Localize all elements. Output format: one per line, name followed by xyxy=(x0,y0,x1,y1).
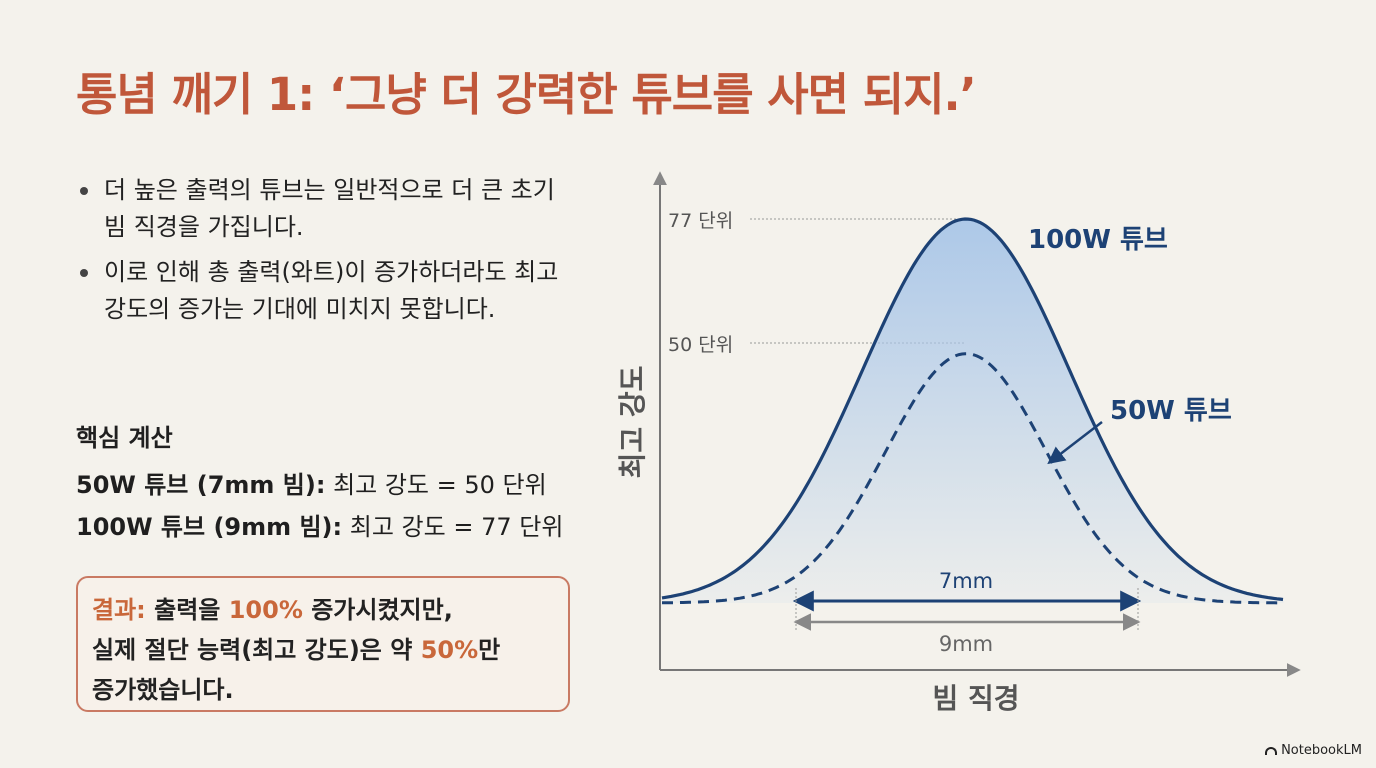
result-line-3: 증가했습니다. xyxy=(92,676,234,704)
result-box: 결과: 출력을 100% 증가시켰지만, 실제 절단 능력(최고 강도)은 약 … xyxy=(76,576,570,712)
result-text: 실제 절단 능력(최고 강도)은 약 xyxy=(92,636,421,664)
bullet-list: 더 높은 출력의 튜브는 일반적으로 더 큰 초기 빔 직경을 가집니다. 이로… xyxy=(76,172,576,336)
x-axis-label: 빔 직경 xyxy=(932,682,1019,715)
curve-100w xyxy=(661,217,1284,602)
calc-line-50w: 50W 튜브 (7mm 빔): 최고 강도 = 50 단위 xyxy=(76,465,547,500)
curve-50w xyxy=(662,352,1283,605)
result-pct-50: 50% xyxy=(420,636,479,664)
bullet-dot-icon xyxy=(80,269,88,277)
bullet-item: 더 높은 출력의 튜브는 일반적으로 더 큰 초기 빔 직경을 가집니다. xyxy=(76,172,576,246)
beam-intensity-chart: 77 단위 50 단위 100W 튜브 50W 튜브 7mm 9mm 최고 강도… xyxy=(616,171,1301,715)
bullet-text: 이로 인해 총 출력(와트)이 증가하더라도 최고 강도의 증가는 기대에 미치… xyxy=(104,258,559,323)
result-text: 증가시켰지만, xyxy=(302,596,453,624)
result-text: 출력을 xyxy=(145,596,229,624)
width-label-9mm: 9mm xyxy=(939,632,993,656)
area-100w xyxy=(662,219,1284,603)
calc-line-label: 100W 튜브 (9mm 빔): xyxy=(76,513,343,541)
bullet-dot-icon xyxy=(80,187,88,195)
calc-line-label: 50W 튜브 (7mm 빔): xyxy=(76,471,326,499)
pointer-arrow xyxy=(1047,421,1103,465)
notebooklm-mark-icon xyxy=(1265,746,1278,755)
page-title: 통념 깨기 1: ‘그냥 더 강력한 튜브를 사면 되지.’ xyxy=(76,68,977,121)
result-label: 결과: xyxy=(92,596,146,624)
calc-line-100w: 100W 튜브 (9mm 빔): 최고 강도 = 77 단위 xyxy=(76,507,563,542)
logo-text: NotebookLM xyxy=(1281,743,1362,758)
series-label-50w: 50W 튜브 xyxy=(1110,396,1232,426)
y-axis-label: 최고 강도 xyxy=(616,366,649,479)
result-line-1: 결과: 출력을 100% 증가시켰지만, xyxy=(92,590,554,630)
result-pct-100: 100% xyxy=(228,596,303,624)
calc-line-value: 최고 강도 = 50 단위 xyxy=(325,471,547,499)
result-text: 만 xyxy=(478,636,501,664)
ref-label-77: 77 단위 xyxy=(668,210,733,232)
notebooklm-logo: NotebookLM xyxy=(1265,743,1362,758)
ref-label-50: 50 단위 xyxy=(668,334,733,356)
bullet-item: 이로 인해 총 출력(와트)이 증가하더라도 최고 강도의 증가는 기대에 미치… xyxy=(76,254,576,328)
result-line-2: 실제 절단 능력(최고 강도)은 약 50%만 xyxy=(92,630,554,670)
calc-line-value: 최고 강도 = 77 단위 xyxy=(342,513,564,541)
calc-heading: 핵심 계산 xyxy=(76,424,173,452)
series-label-100w: 100W 튜브 xyxy=(1028,225,1168,255)
width-label-7mm: 7mm xyxy=(939,569,993,593)
bullet-text: 더 높은 출력의 튜브는 일반적으로 더 큰 초기 빔 직경을 가집니다. xyxy=(104,176,555,241)
